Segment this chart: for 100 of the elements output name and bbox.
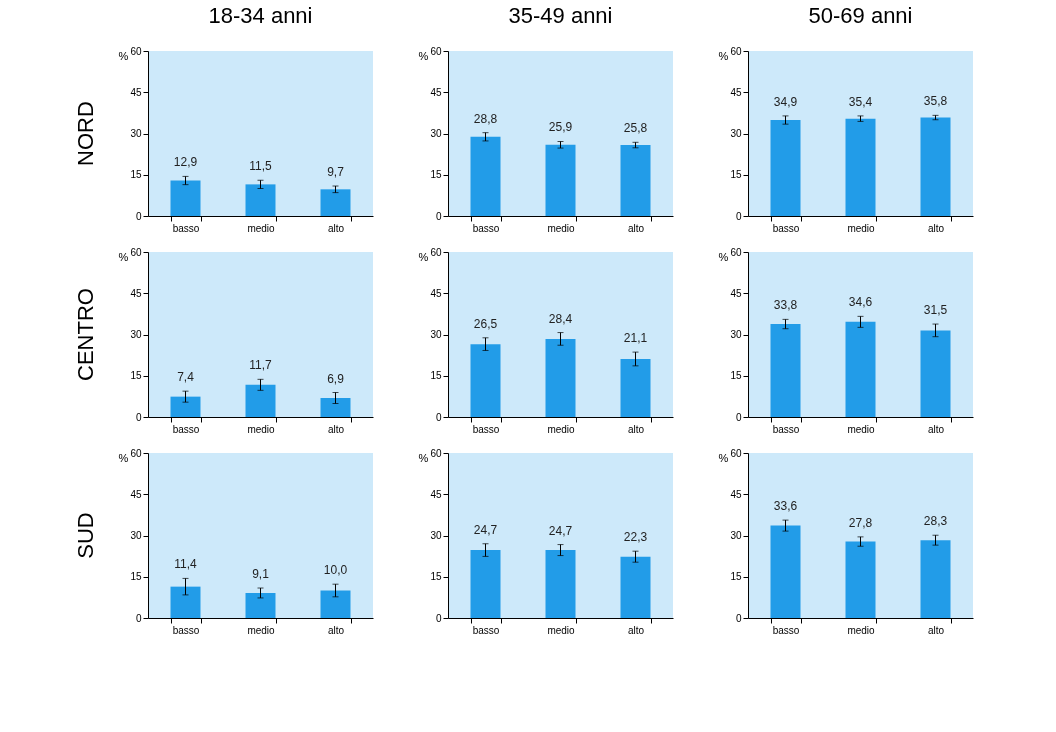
y-tick-label: 45 [730,287,742,299]
chart-title: 35-49 anni [508,3,613,28]
x-tick-label: alto [927,423,945,435]
x-tick-label: medio [547,222,576,234]
x-tick-label: basso [772,222,800,234]
y-tick-label: 15 [730,571,742,583]
y-tick-label: 45 [730,86,742,98]
y-tick-label: 60 [430,246,442,258]
y-tick-label: 0 [135,210,142,222]
y-tick-label: 15 [730,169,742,181]
y-tick-label: 60 [130,246,142,258]
x-tick-label: medio [847,624,876,636]
y-tick-label: 0 [735,210,742,222]
y-axis-title: % [718,49,729,62]
x-tick-label: alto [627,423,645,435]
y-tick-label: 60 [430,447,442,459]
x-tick-label: alto [327,423,345,435]
x-tick-label: alto [627,222,645,234]
y-tick-label: 30 [430,329,442,340]
x-tick-label: basso [772,624,800,636]
x-tick-label: medio [547,624,576,636]
data-label: 31,5 [923,303,948,318]
x-tick-label: basso [172,423,200,435]
x-tick-label: medio [847,222,876,234]
bar [845,541,876,618]
chart-title: 50-69 anni [808,3,913,28]
y-tick-label: 60 [430,45,442,57]
y-tick-label: 15 [430,370,442,382]
data-label: 21,1 [623,331,648,346]
x-tick-label: medio [547,423,576,435]
y-tick-label: 45 [130,287,142,299]
data-label: 28,4 [548,311,573,326]
x-tick-label: basso [172,222,200,234]
y-tick-label: 30 [730,329,742,340]
y-tick-label: 15 [130,169,142,181]
data-label: 25,9 [548,120,573,135]
bar [320,189,351,216]
x-tick-label: medio [847,423,876,435]
x-tick-label: basso [172,624,200,636]
data-label: 26,5 [473,316,498,331]
chart-title: 18-34 anni [208,3,313,28]
y-tick-label: 30 [430,530,442,541]
y-tick-label: 15 [430,169,442,181]
bar [620,358,651,417]
y-tick-label: 60 [730,447,742,459]
y-axis-title: % [418,250,429,263]
data-label: 33,8 [773,298,798,313]
x-tick-label: basso [772,423,800,435]
data-label: 24,7 [548,523,573,538]
data-label: 25,8 [623,121,648,136]
data-label: 10,0 [323,563,348,578]
y-tick-label: 45 [730,488,742,500]
bar [770,525,801,618]
x-tick-label: alto [627,624,645,636]
data-label: 24,7 [473,522,498,537]
y-axis-title: % [718,451,729,464]
data-label: 35,4 [848,94,873,109]
x-tick-label: alto [327,222,345,234]
data-label: 28,8 [473,111,498,126]
y-tick-label: 0 [435,210,442,222]
data-label: 6,9 [327,371,345,386]
y-tick-label: 0 [735,612,742,624]
y-tick-label: 0 [435,612,442,624]
bar [470,344,501,417]
y-tick-label: 60 [730,246,742,258]
data-label: 11,4 [174,557,198,572]
data-label: 28,3 [923,514,948,529]
x-tick-label: basso [472,222,500,234]
data-label: 22,3 [623,530,648,545]
y-tick-label: 45 [430,488,442,500]
data-label: 11,7 [249,358,273,373]
y-axis-title: % [418,49,429,62]
y-tick-label: 60 [730,45,742,57]
y-tick-label: 45 [130,488,142,500]
y-tick-label: 15 [130,370,142,382]
data-label: 9,1 [252,567,270,582]
bar [170,180,201,216]
bar [920,540,951,618]
x-tick-label: medio [247,624,276,636]
y-tick-label: 30 [430,128,442,139]
y-tick-label: 30 [730,128,742,139]
x-tick-label: medio [247,423,276,435]
x-tick-label: alto [327,624,345,636]
y-tick-label: 30 [130,530,142,541]
data-label: 27,8 [848,515,873,530]
data-label: 33,6 [773,499,798,514]
data-label: 34,9 [773,94,798,109]
y-tick-label: 30 [730,530,742,541]
bar [545,338,576,417]
y-tick-label: 30 [130,128,142,139]
y-tick-label: 0 [135,411,142,423]
y-tick-label: 60 [130,45,142,57]
y-tick-label: 0 [135,612,142,624]
y-tick-label: 0 [435,411,442,423]
y-tick-label: 15 [430,571,442,583]
y-tick-label: 60 [130,447,142,459]
text: SUD [73,512,98,559]
y-tick-label: 45 [430,287,442,299]
y-axis-title: % [118,451,129,464]
y-tick-label: 0 [735,411,742,423]
